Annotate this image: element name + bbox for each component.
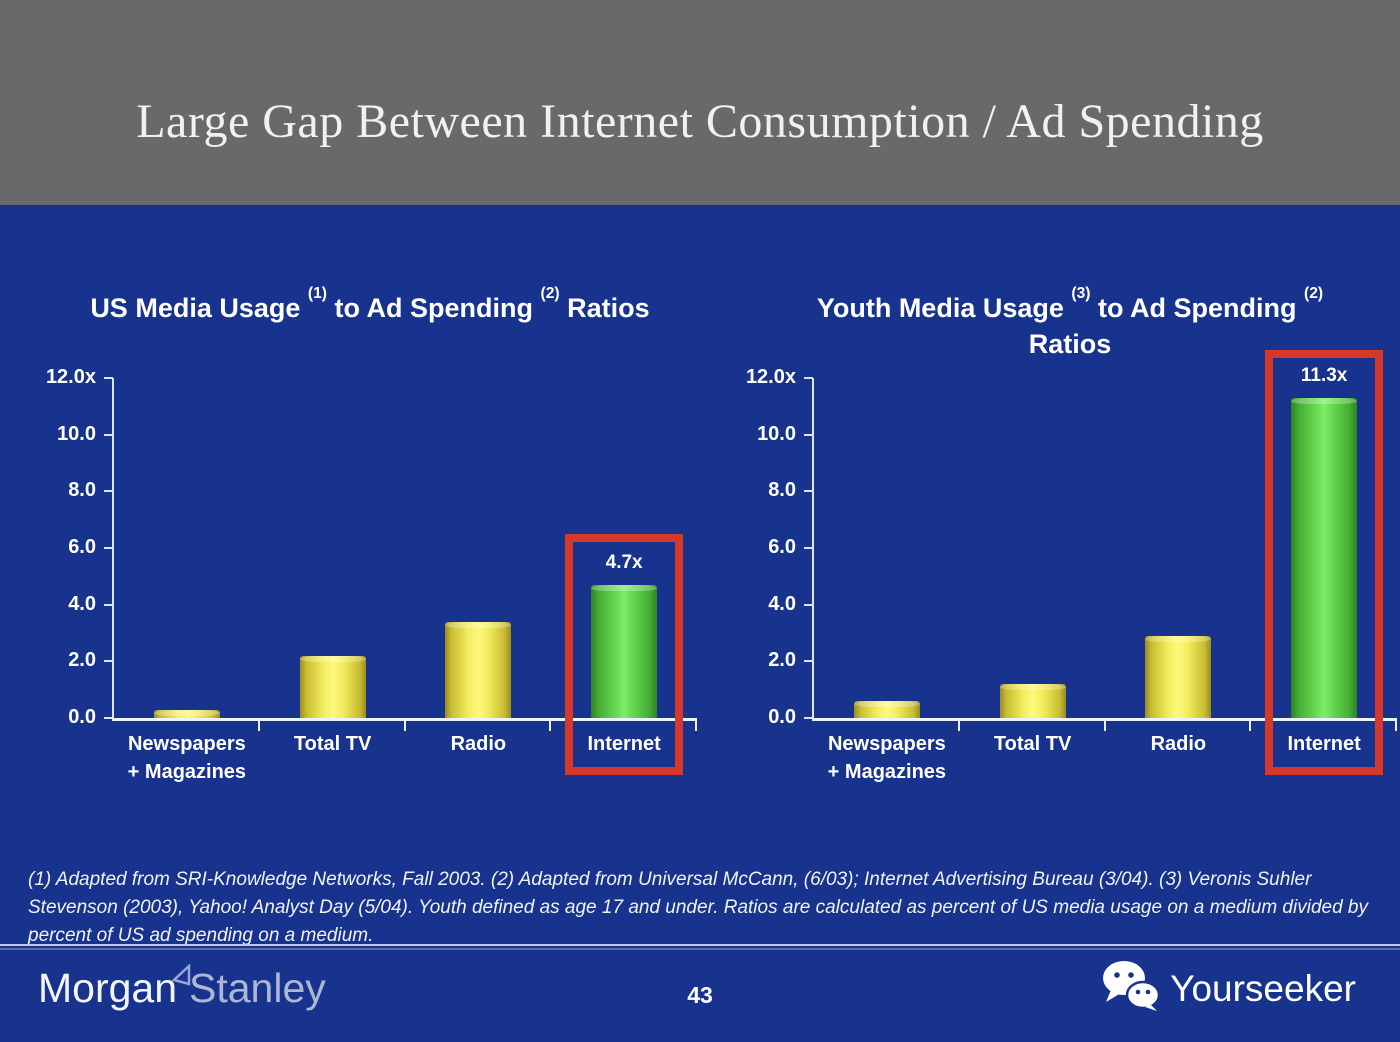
bar-newspapers-magazines <box>153 709 220 718</box>
bar-value-label: 11.3x <box>1300 364 1348 386</box>
bar-total-tv <box>299 655 366 718</box>
y-axis-tick <box>804 603 813 606</box>
x-axis-category-label: Newspapers + Magazines <box>127 733 247 783</box>
y-axis-tick-label: 4.0 <box>768 592 796 615</box>
y-axis-tick-label: 0.0 <box>68 706 96 728</box>
highlight-box <box>1265 350 1384 775</box>
bar-value-label: 4.7x <box>605 551 643 573</box>
x-axis-category-label: Radio <box>450 733 507 755</box>
bar-internet <box>1291 397 1358 718</box>
y-axis-tick <box>104 377 113 379</box>
charts-row: US Media Usage (1) to Ad Spending (2) Ra… <box>0 205 1400 865</box>
bar-internet <box>591 584 658 718</box>
y-axis-tick <box>804 377 813 379</box>
y-axis-tick <box>104 660 113 663</box>
y-axis-tick-label: 6.0 <box>68 536 96 558</box>
chart-title-line: Ratios <box>1028 328 1112 359</box>
morgan-stanley-logo: Morgan Stanley <box>38 963 326 1011</box>
y-axis-tick-label: 6.0 <box>768 536 796 558</box>
x-axis-tick <box>1249 721 1252 731</box>
plot-area: 12.0x 10.0 8.0 6.0 4.0 2.0 0.0 Newspapers + Maga… <box>46 366 697 783</box>
x-axis-tick <box>1103 721 1106 731</box>
x-axis-category-label: Internet <box>587 733 661 755</box>
x-axis-category-label: Newspapers + Magazines <box>827 733 947 783</box>
y-axis-tick-label: 8.0 <box>68 479 96 502</box>
morgan-stanley-logo-stanley: Stanley <box>189 965 326 1011</box>
x-axis-tick <box>549 721 552 731</box>
wechat-icon <box>1102 960 1161 1017</box>
y-axis-tick-label: 8.0 <box>768 479 796 502</box>
y-axis-tick <box>104 490 113 493</box>
page-number: 43 <box>687 982 713 1008</box>
footer-divider <box>0 944 1400 946</box>
y-axis-tick <box>804 433 813 436</box>
y-axis-tick <box>804 660 813 663</box>
yourseeker-brand-text: Yourseeker <box>1170 967 1356 1009</box>
bar-radio <box>445 621 512 718</box>
y-axis-tick <box>104 433 113 436</box>
x-axis-category-label: Internet <box>1287 733 1361 755</box>
chart-title-line: US Media Usage (1) to Ad Spending (2) Ra… <box>90 285 650 323</box>
y-axis-tick <box>104 547 113 549</box>
y-axis-tick-label: 10.0 <box>57 422 96 445</box>
morgan-stanley-logo-morgan: Morgan <box>38 965 178 1011</box>
y-axis-tick <box>804 717 813 719</box>
footnote: (1) Adapted from SRI-Knowledge Networks,… <box>28 869 1368 947</box>
chart-title: US Media Usage (1) to Ad Spending (2) Ra… <box>60 285 680 327</box>
y-axis-tick <box>104 717 113 719</box>
highlight-box <box>565 534 684 775</box>
x-axis-tick <box>1395 721 1397 731</box>
pennant-triangle-icon <box>171 951 192 997</box>
bar-total-tv <box>999 684 1066 718</box>
y-axis-tick-label: 2.0 <box>768 649 796 672</box>
bar-newspapers-magazines <box>853 701 920 718</box>
us-media-usage-chart: US Media Usage (1) to Ad Spending (2) Ra… <box>0 205 700 865</box>
y-axis-tick <box>804 547 813 549</box>
yourseeker-logo: Yourseeker <box>1102 960 1356 1017</box>
x-axis-category-label: Radio <box>1150 733 1207 755</box>
slide-header: Large Gap Between Internet Consumption /… <box>0 0 1400 205</box>
y-axis-tick-label: 4.0 <box>68 592 96 615</box>
y-axis-tick-label: 2.0 <box>68 649 96 672</box>
chart-title-line: Youth Media Usage (3) to Ad Spending (2) <box>816 285 1324 323</box>
x-axis-tick <box>403 721 406 731</box>
x-axis-category-label: Total TV <box>993 733 1072 755</box>
x-axis-tick <box>957 721 960 731</box>
bar-radio <box>1145 635 1212 718</box>
plot-area: 12.0x 10.0 8.0 6.0 4.0 2.0 0.0 Newspapers + Maga… <box>746 350 1397 783</box>
youth-media-usage-chart: Youth Media Usage (3) to Ad Spending (2)… <box>700 205 1400 865</box>
y-axis-tick-label: 0.0 <box>768 706 796 728</box>
x-axis-tick <box>695 721 697 731</box>
slide-title: Large Gap Between Internet Consumption /… <box>136 95 1264 148</box>
x-axis-category-label: Total TV <box>293 733 372 755</box>
y-axis-tick-label: 10.0 <box>757 422 796 445</box>
y-axis-tick <box>104 603 113 606</box>
chart-title: Youth Media Usage (3) to Ad Spending (2)… <box>760 285 1380 362</box>
y-axis-tick <box>804 490 813 493</box>
x-axis-tick <box>257 721 260 731</box>
y-axis-tick-label: 12.0x <box>745 366 796 388</box>
y-axis-tick-label: 12.0x <box>45 366 96 388</box>
